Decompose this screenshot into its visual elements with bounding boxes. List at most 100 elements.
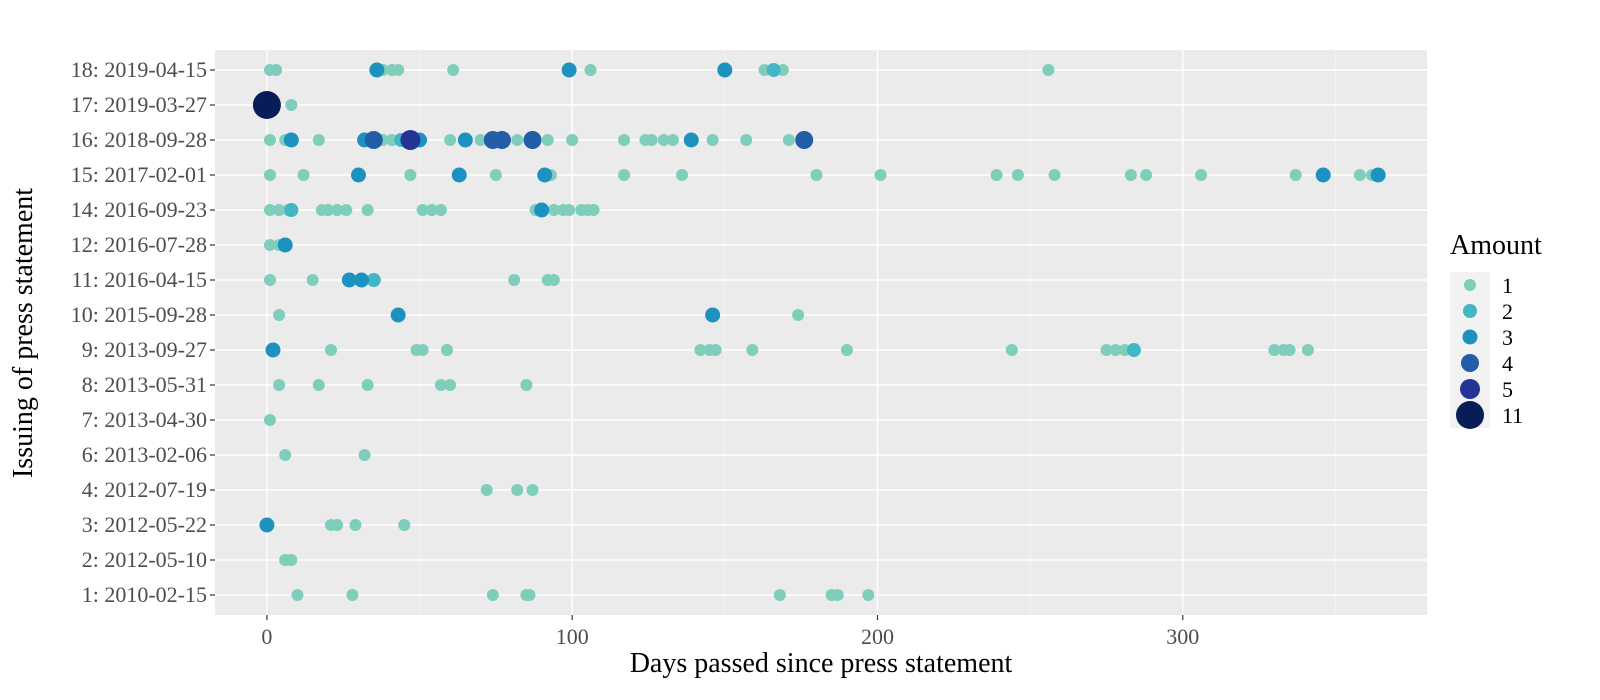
data-point bbox=[331, 204, 344, 216]
data-point bbox=[369, 62, 385, 78]
legend-label-5: 5 bbox=[1502, 377, 1513, 402]
data-point bbox=[284, 203, 299, 217]
data-point bbox=[441, 344, 454, 356]
data-point bbox=[444, 134, 457, 146]
data-point bbox=[1283, 344, 1296, 356]
data-point bbox=[400, 130, 421, 150]
data-point bbox=[717, 62, 733, 78]
data-point bbox=[263, 274, 276, 286]
data-point bbox=[709, 344, 722, 356]
data-point bbox=[366, 273, 381, 287]
data-point bbox=[312, 379, 325, 391]
data-point bbox=[404, 169, 417, 181]
data-point bbox=[683, 132, 699, 148]
data-point bbox=[283, 132, 299, 148]
y-tick-label: 14: 2016-09-23 bbox=[71, 197, 207, 222]
data-point bbox=[547, 274, 560, 286]
data-point bbox=[480, 484, 493, 496]
y-tick-label: 9: 2013-09-27 bbox=[82, 337, 207, 362]
data-point bbox=[705, 307, 721, 323]
legend-key-4 bbox=[1461, 354, 1479, 372]
data-point bbox=[1370, 167, 1386, 183]
data-point bbox=[782, 134, 795, 146]
data-point bbox=[810, 169, 823, 181]
data-point bbox=[457, 132, 473, 148]
data-point bbox=[354, 272, 370, 288]
data-point bbox=[618, 134, 631, 146]
data-point bbox=[874, 169, 887, 181]
data-point bbox=[263, 169, 276, 181]
data-point bbox=[416, 204, 429, 216]
data-point bbox=[252, 91, 281, 119]
data-point bbox=[508, 274, 521, 286]
legend-key-5 bbox=[1460, 379, 1480, 399]
data-point bbox=[341, 272, 357, 288]
legend-label-2: 2 bbox=[1502, 299, 1513, 324]
data-point bbox=[392, 64, 405, 76]
data-point bbox=[312, 134, 325, 146]
data-point bbox=[740, 134, 753, 146]
x-axis-title: Days passed since press statement bbox=[630, 648, 1013, 679]
data-point bbox=[541, 134, 554, 146]
data-point bbox=[265, 342, 281, 358]
data-point bbox=[862, 589, 875, 601]
data-point bbox=[1315, 167, 1331, 183]
y-tick-label: 17: 2019-03-27 bbox=[71, 92, 207, 117]
data-point bbox=[511, 484, 524, 496]
data-point bbox=[795, 131, 814, 149]
data-point bbox=[331, 519, 344, 531]
data-point bbox=[489, 169, 502, 181]
data-point bbox=[285, 99, 298, 111]
data-point bbox=[416, 344, 429, 356]
data-point bbox=[263, 204, 276, 216]
data-point bbox=[584, 64, 597, 76]
data-point bbox=[618, 169, 631, 181]
data-point bbox=[398, 519, 411, 531]
y-axis-ticks: 1: 2010-02-15 2: 2012-05-10 3: 2012-05-22 4… bbox=[71, 57, 215, 607]
data-point bbox=[451, 167, 467, 183]
y-tick-label: 8: 2013-05-31 bbox=[82, 372, 207, 397]
data-point bbox=[321, 204, 334, 216]
y-tick-label: 18: 2019-04-15 bbox=[71, 57, 207, 82]
data-point bbox=[831, 589, 844, 601]
data-point bbox=[1124, 169, 1137, 181]
legend-key-2 bbox=[1463, 304, 1477, 318]
data-point bbox=[285, 554, 298, 566]
x-axis-ticks: 0 100 200 300 bbox=[261, 615, 1199, 649]
y-tick-label: 3: 2012-05-22 bbox=[82, 512, 207, 537]
data-point bbox=[447, 64, 460, 76]
data-point bbox=[523, 131, 542, 149]
data-point bbox=[1289, 169, 1302, 181]
data-point bbox=[306, 274, 319, 286]
data-point bbox=[1140, 169, 1153, 181]
y-tick-label: 15: 2017-02-01 bbox=[71, 162, 207, 187]
data-point bbox=[676, 169, 689, 181]
data-point bbox=[273, 379, 286, 391]
data-point bbox=[390, 307, 406, 323]
data-point bbox=[990, 169, 1003, 181]
data-point bbox=[349, 519, 362, 531]
data-point bbox=[361, 379, 374, 391]
data-point bbox=[561, 62, 577, 78]
data-point bbox=[486, 589, 499, 601]
data-point bbox=[444, 379, 457, 391]
data-point bbox=[340, 204, 353, 216]
x-tick-label: 300 bbox=[1166, 624, 1199, 649]
x-tick-label: 200 bbox=[861, 624, 894, 649]
data-point bbox=[526, 484, 539, 496]
data-point bbox=[425, 204, 438, 216]
legend-label-1: 1 bbox=[1502, 273, 1513, 298]
data-point bbox=[277, 237, 293, 253]
legend-key-3 bbox=[1462, 329, 1478, 345]
data-point bbox=[666, 134, 679, 146]
legend-label-11: 11 bbox=[1502, 403, 1523, 428]
x-tick-label: 100 bbox=[556, 624, 589, 649]
y-tick-label: 7: 2013-04-30 bbox=[82, 407, 207, 432]
data-point bbox=[297, 169, 310, 181]
legend-label-4: 4 bbox=[1502, 351, 1513, 376]
data-point bbox=[279, 449, 292, 461]
data-point bbox=[1109, 344, 1122, 356]
y-tick-label: 4: 2012-07-19 bbox=[82, 477, 207, 502]
data-point bbox=[657, 134, 670, 146]
